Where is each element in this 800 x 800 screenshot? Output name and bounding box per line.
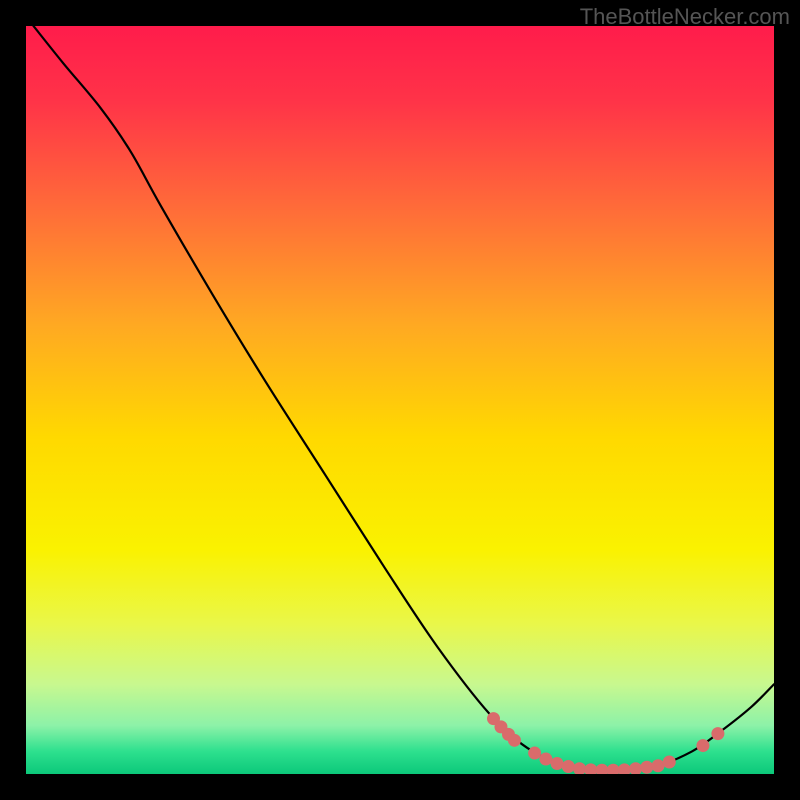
curve-marker bbox=[539, 753, 552, 766]
chart-plot-area bbox=[26, 26, 774, 774]
curve-marker bbox=[640, 761, 653, 774]
curve-marker bbox=[551, 757, 564, 770]
curve-marker bbox=[652, 759, 665, 772]
gradient-background bbox=[26, 26, 774, 774]
curve-marker bbox=[562, 760, 575, 773]
curve-marker bbox=[696, 739, 709, 752]
curve-marker bbox=[528, 747, 541, 760]
curve-marker bbox=[711, 727, 724, 740]
curve-marker bbox=[508, 734, 521, 747]
curve-marker bbox=[663, 756, 676, 769]
watermark-text: TheBottleNecker.com bbox=[580, 4, 790, 30]
chart-svg bbox=[26, 26, 774, 774]
